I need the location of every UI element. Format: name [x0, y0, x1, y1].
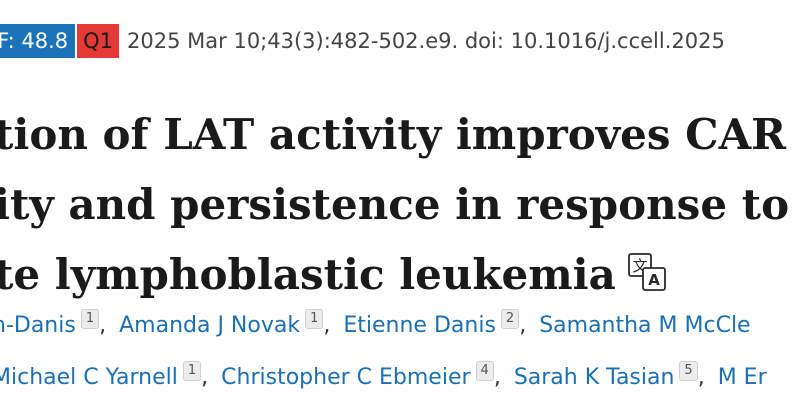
affiliation-badge[interactable]: 1 [182, 361, 202, 381]
author-separator: , [99, 313, 107, 338]
author-link[interactable]: Christopher C Ebmeier [221, 365, 471, 390]
author-link[interactable]: Samantha M McCle [539, 313, 751, 338]
author-link[interactable]: n-Danis [0, 313, 76, 338]
title-line-3-text: te lymphoblastic leukemia [0, 250, 616, 299]
author-link[interactable]: Sarah K Tasian [513, 365, 675, 390]
citation-text: 2025 Mar 10;43(3):482-502.e9. doi: 10.10… [127, 29, 725, 53]
author-line-2: Michael C Yarnell 1, Christopher C Ebmeie… [0, 352, 767, 404]
author-separator: , [493, 365, 501, 390]
journal-meta-row: IF: 48.8 Q1 2025 Mar 10;43(3):482-502.e9… [0, 24, 725, 58]
author-separator: , [201, 365, 209, 390]
svg-text:A: A [648, 271, 660, 289]
author-separator: , [697, 365, 705, 390]
title-line-2: ity and persistence in response to a [0, 180, 800, 229]
affiliation-badge[interactable]: 2 [500, 309, 520, 329]
author-list: n-Danis 1, Amanda J Novak 1, Etienne Danis… [0, 300, 767, 404]
author-separator: , [519, 313, 527, 338]
article-title: tion of LAT activity improves CAR T ity … [0, 100, 800, 310]
affiliation-badge[interactable]: 5 [679, 361, 698, 381]
translate-icon[interactable]: 文A [627, 253, 666, 291]
title-line-3: te lymphoblastic leukemia 文 A [0, 240, 800, 310]
author-line-1: n-Danis 1, Amanda J Novak 1, Etienne Danis… [0, 300, 767, 352]
author-link[interactable]: M Er [717, 365, 767, 390]
author-link[interactable]: Amanda J Novak [119, 313, 301, 338]
affiliation-badge[interactable]: 1 [305, 309, 324, 329]
affiliation-badge[interactable]: 4 [475, 361, 494, 381]
author-link[interactable]: Etienne Danis [343, 313, 496, 338]
affiliation-badge[interactable]: 1 [80, 309, 100, 329]
author-separator: , [323, 313, 331, 338]
impact-factor-badge: IF: 48.8 [0, 24, 76, 58]
title-line-1: tion of LAT activity improves CAR T [0, 110, 800, 159]
quartile-badge: Q1 [77, 24, 120, 58]
author-link[interactable]: Michael C Yarnell [0, 365, 178, 390]
